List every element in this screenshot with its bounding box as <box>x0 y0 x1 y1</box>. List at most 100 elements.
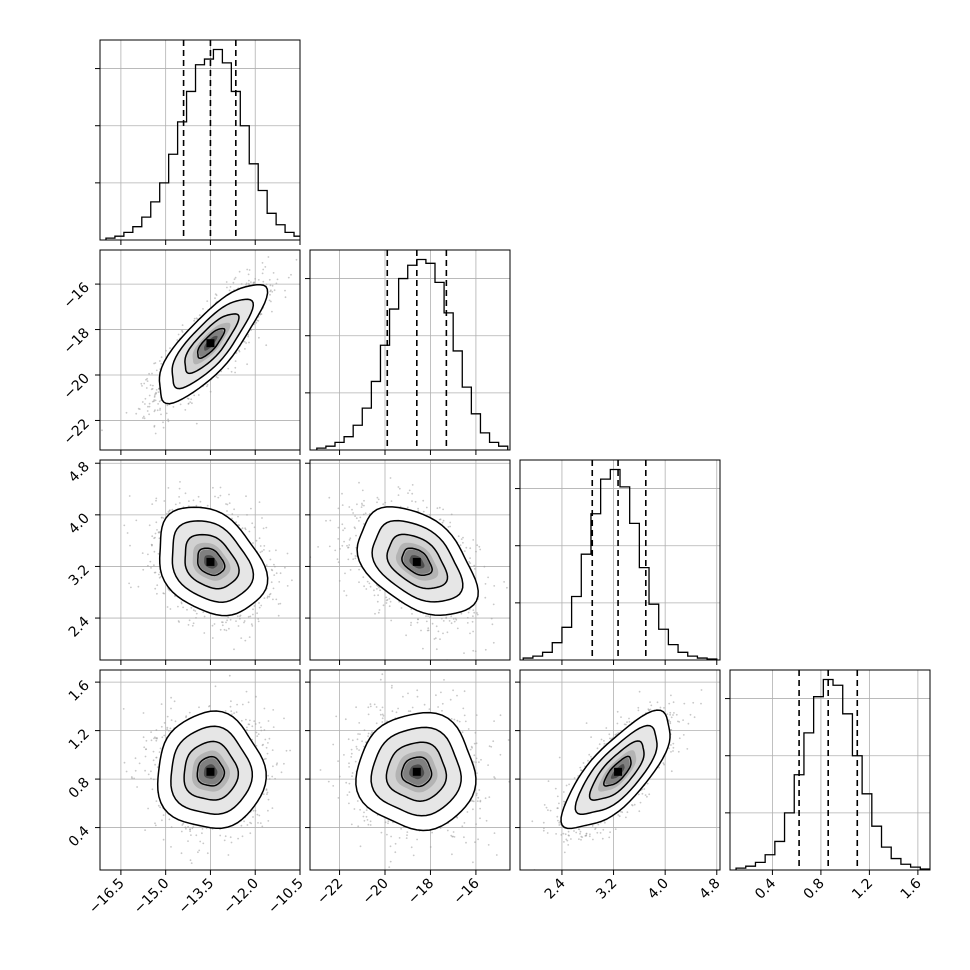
sample-point <box>442 632 444 635</box>
panel-frame <box>99 249 301 451</box>
sample-point <box>618 815 621 818</box>
sample-point <box>289 749 291 752</box>
sample-point <box>443 679 445 681</box>
sample-point <box>633 803 636 806</box>
sample-point <box>423 703 426 706</box>
sample-point <box>448 620 451 622</box>
sample-point <box>469 557 471 559</box>
sample-point <box>206 385 208 388</box>
sample-point <box>545 806 548 809</box>
sample-point <box>433 638 436 640</box>
sample-point <box>363 819 366 822</box>
sample-point <box>457 535 460 538</box>
y-tick-label: 0.8 <box>66 775 93 802</box>
sample-point <box>475 794 478 797</box>
sample-point <box>170 707 172 710</box>
sample-point <box>669 722 672 725</box>
sample-point <box>226 286 228 289</box>
sample-point <box>347 558 350 561</box>
sample-point <box>675 713 678 716</box>
sample-point <box>190 606 193 609</box>
sample-point <box>243 620 246 622</box>
sample-point <box>434 637 437 640</box>
sample-point <box>346 544 348 547</box>
sample-point <box>147 807 150 810</box>
sample-point <box>390 500 393 502</box>
sample-point <box>157 804 160 807</box>
sample-point <box>227 616 230 619</box>
sample-point <box>358 568 360 571</box>
sample-point <box>565 838 568 841</box>
sample-point <box>142 417 144 419</box>
sample-point <box>399 505 402 508</box>
sample-point <box>269 293 271 296</box>
sample-point <box>487 844 490 846</box>
sample-point <box>247 282 250 285</box>
sample-point <box>214 495 216 498</box>
sample-point <box>542 821 545 824</box>
sample-point <box>247 335 250 338</box>
sample-point <box>491 623 494 626</box>
sample-point <box>237 625 240 627</box>
x-tick-label: 0.4 <box>752 875 779 902</box>
sample-point <box>152 759 155 762</box>
sample-point <box>184 409 187 411</box>
sample-point <box>466 622 469 624</box>
sample-point <box>409 710 412 713</box>
sample-point <box>101 429 103 432</box>
sample-point <box>400 607 403 609</box>
sample-point <box>182 822 185 825</box>
sample-point <box>328 545 331 548</box>
sample-point <box>233 278 236 281</box>
sample-point <box>348 539 351 541</box>
sample-point <box>267 256 270 258</box>
sample-point <box>556 815 559 818</box>
sample-point <box>350 552 353 555</box>
sample-point <box>389 860 392 863</box>
sample-point <box>267 720 270 722</box>
sample-point <box>147 773 150 776</box>
y-tick-label: −20 <box>61 371 93 403</box>
sample-point <box>475 792 478 795</box>
sample-point <box>351 739 354 742</box>
sample-point <box>381 721 384 723</box>
sample-point <box>198 849 201 852</box>
sample-point <box>461 731 464 733</box>
sample-point <box>347 738 350 741</box>
sample-point <box>245 690 248 693</box>
sample-point <box>325 519 327 522</box>
sample-point <box>439 638 441 641</box>
sample-point <box>231 713 233 716</box>
sample-point <box>244 348 246 350</box>
sample-point <box>427 615 429 617</box>
sample-point <box>263 549 265 551</box>
sample-point <box>347 546 350 549</box>
sample-point <box>165 412 168 415</box>
sample-point <box>656 701 659 704</box>
scatter-panel-0-3: −16.5 −15.0 −13.5 −12.0 −10.5 0.4 0.8 1.2 1.6 <box>66 669 307 917</box>
sample-point <box>202 308 204 310</box>
sample-point <box>352 558 355 560</box>
sample-point <box>168 729 170 732</box>
contour-line <box>574 724 658 815</box>
sample-point <box>475 823 477 825</box>
sample-point <box>267 774 269 777</box>
sample-point <box>144 755 147 758</box>
sample-point <box>440 691 442 694</box>
sample-point <box>148 524 151 527</box>
sample-point <box>386 833 388 836</box>
sample-point <box>191 874 193 876</box>
sample-point <box>266 791 269 794</box>
sample-point <box>416 621 419 624</box>
sample-point <box>353 808 356 810</box>
sample-point <box>411 492 414 495</box>
sample-point <box>483 565 486 568</box>
sample-point <box>463 714 466 717</box>
sample-point <box>272 726 275 728</box>
sample-point <box>648 709 651 711</box>
sample-point <box>352 512 354 514</box>
sample-point <box>361 502 363 505</box>
sample-point <box>197 851 199 854</box>
sample-point <box>646 795 648 798</box>
sample-point <box>562 832 565 835</box>
